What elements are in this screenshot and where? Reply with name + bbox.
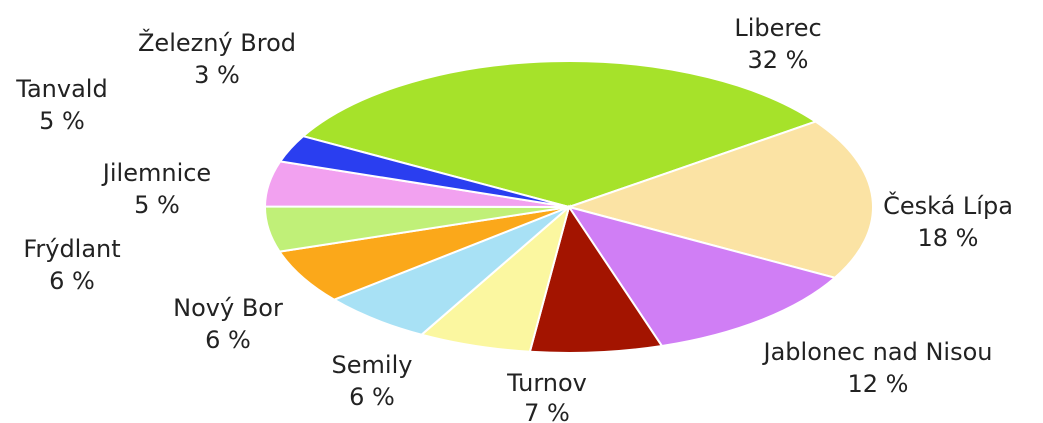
pie-slice-turnov	[528, 204, 664, 354]
slice-value-jilemnice: 5 %	[134, 191, 180, 219]
pie-labels: Liberec 32 % Česká Lípa 18 % Jablonec na…	[15, 14, 1013, 423]
slice-value-frydlant: 6 %	[49, 267, 95, 295]
pie-slice-jablonec-nad-nisou	[566, 205, 837, 348]
slice-label-liberec: Liberec	[734, 14, 821, 42]
slice-label-frydlant: Frýdlant	[23, 235, 120, 263]
slice-value-liberec: 32 %	[748, 46, 809, 74]
slice-label-zelezny-brod: Železný Brod	[138, 28, 296, 57]
slice-value-jablonec: 12 %	[848, 370, 909, 398]
pie-slice-liberec	[301, 60, 818, 209]
slice-label-jablonec: Jablonec nad Nisou	[762, 338, 993, 366]
pie-slices	[263, 60, 874, 354]
slice-value-tanvald: 5 %	[39, 107, 85, 135]
pie-slice-zelezny-brod	[278, 135, 570, 208]
pie-slice-ceska-lipa	[565, 120, 874, 279]
slice-value-novy-bor: 6 %	[205, 326, 251, 354]
slice-label-tanvald: Tanvald	[15, 75, 107, 103]
slice-label-ceska-lipa: Česká Lípa	[883, 190, 1013, 220]
slice-value-zelezny-brod: 3 %	[194, 61, 240, 89]
slice-label-jilemnice: Jilemnice	[101, 159, 211, 187]
slice-value-semily: 6 %	[349, 383, 395, 411]
slice-label-turnov: Turnov	[506, 369, 587, 397]
slice-label-semily: Semily	[332, 351, 413, 379]
slice-value-turnov: 7 %	[524, 399, 570, 423]
slice-value-ceska-lipa: 18 %	[918, 224, 979, 252]
slice-label-novy-bor: Nový Bor	[173, 294, 283, 322]
